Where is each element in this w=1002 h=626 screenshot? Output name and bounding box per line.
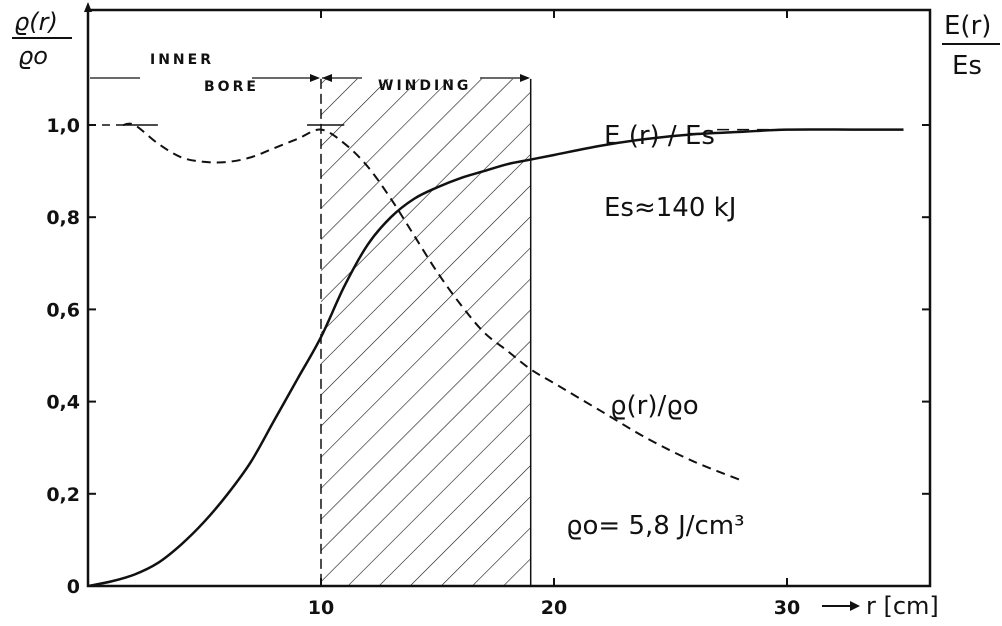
y-label-right: E(r) Es [942,11,1000,81]
x-tick-label: 30 [774,597,800,619]
y-label-left-num: ϱ(r) [14,8,58,36]
e-ratio-curve [88,128,904,586]
e-curve-label: E (r) / Es [604,121,715,151]
y-tick-label: 1,0 [46,115,80,137]
x-axis-label: r [cm] [866,592,939,620]
y-tick-label: 0,8 [46,207,80,229]
y-tick-label: 0,2 [46,484,80,506]
curves [88,122,904,586]
y-axis-arrow-head [84,2,92,12]
rho-ratio-curve [122,122,741,481]
es-value: Es≈140 kJ [604,193,736,223]
plot-frame [86,8,932,588]
rho-curve-label: ϱ(r)/ϱo [610,391,699,421]
reference-lines [88,124,904,131]
region-headers: INNER BORE WINDING [90,52,530,95]
inner-bore-label: INNER [150,52,214,68]
ticks: 0 0,2 0,4 0,6 0,8 1,0 10 20 30 [46,10,930,619]
y-label-right-den: Es [952,51,982,81]
x-tick-label: 20 [541,597,567,619]
inner-bore-label2: BORE [204,79,259,95]
y-label-right-num: E(r) [944,11,991,41]
winding-arrow-head-right [520,74,530,82]
rho0-value: ϱo= 5,8 J/cm³ [566,511,745,541]
x-tick-label: 10 [308,597,334,619]
winding-region [321,78,531,587]
x-label: r [cm] [822,592,939,620]
y-tick-label: 0,4 [46,392,80,414]
x-label-arrow-head [850,601,860,611]
winding-arrow-head-left [322,74,332,82]
y-label-left: ϱ(r) ϱo [12,8,72,70]
winding-label: WINDING [378,78,471,94]
y-label-left-den: ϱo [18,42,48,70]
inner-bore-arrow-head-right [310,74,320,82]
y-tick-label: 0 [67,576,80,598]
y-tick-label: 0,6 [46,299,80,321]
